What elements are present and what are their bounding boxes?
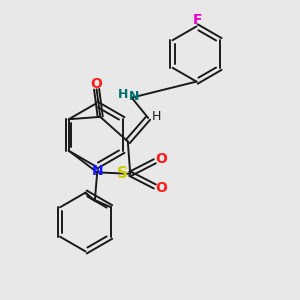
Text: O: O: [155, 152, 167, 167]
Text: N: N: [129, 90, 139, 103]
Text: O: O: [91, 77, 103, 91]
Text: H: H: [118, 88, 128, 100]
Text: F: F: [193, 14, 202, 27]
Text: N: N: [92, 164, 103, 178]
Text: O: O: [155, 181, 167, 195]
Text: S: S: [117, 166, 128, 181]
Text: H: H: [152, 110, 161, 123]
